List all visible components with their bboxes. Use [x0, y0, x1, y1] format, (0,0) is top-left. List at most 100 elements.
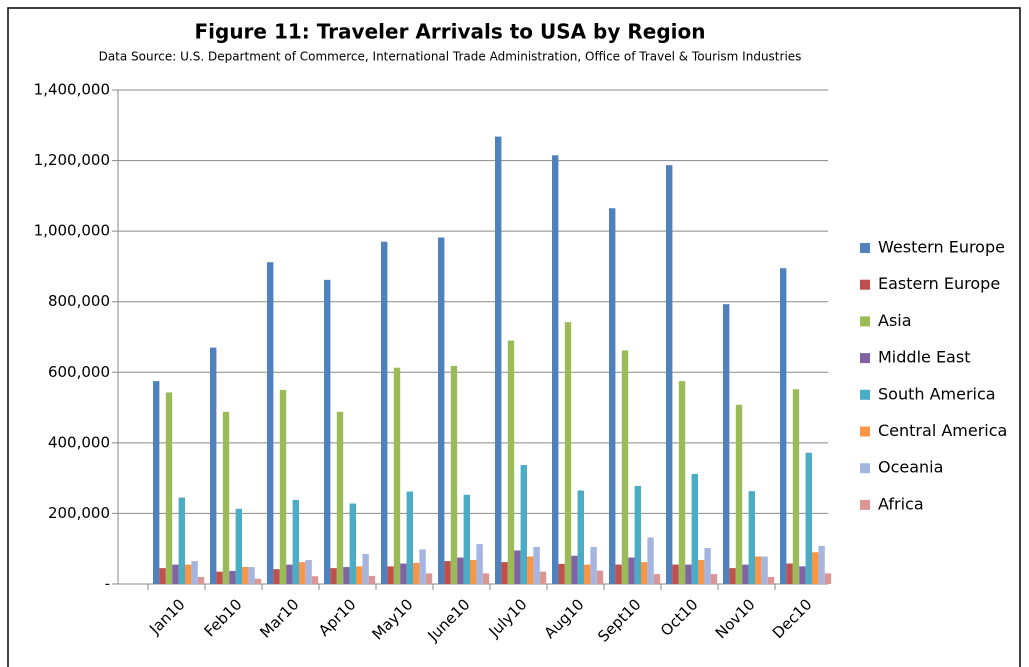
bar — [393, 367, 401, 584]
bar — [539, 571, 547, 584]
bar — [641, 562, 648, 584]
legend-swatch — [860, 316, 870, 327]
bar — [812, 552, 819, 584]
legend-swatch — [860, 426, 870, 437]
bar — [628, 557, 635, 584]
x-tick-label: Nov10 — [712, 595, 759, 642]
bar — [457, 557, 464, 584]
x-tick-label: May10 — [368, 595, 416, 643]
bar — [558, 563, 565, 584]
legend-swatch — [860, 353, 870, 364]
bar — [476, 544, 483, 584]
x-tick-label: Aug10 — [541, 595, 588, 642]
x-tick-label: Oct10 — [657, 595, 702, 640]
chart-border — [7, 7, 1021, 667]
bar — [678, 381, 686, 584]
bar — [621, 350, 629, 584]
bar — [596, 570, 604, 584]
bar — [153, 381, 160, 584]
bar — [691, 473, 698, 584]
bar — [672, 564, 679, 584]
x-tick-label: Apr10 — [315, 595, 360, 640]
x-tick-label: June10 — [424, 595, 474, 645]
bar — [501, 562, 508, 584]
bar — [818, 545, 825, 584]
bar — [780, 268, 787, 584]
bar — [609, 208, 616, 584]
legend-label: Africa — [878, 494, 924, 513]
bar — [704, 548, 711, 584]
bar — [710, 574, 718, 584]
y-tick-label: 1,400,000 — [34, 81, 110, 99]
legend-label: Central America — [878, 421, 1007, 440]
bar — [742, 564, 749, 584]
bar — [216, 571, 223, 584]
bar — [349, 503, 356, 584]
bar — [381, 241, 388, 584]
bar — [482, 573, 490, 584]
legend-label: Oceania — [878, 458, 943, 477]
bar — [324, 279, 331, 584]
bar — [242, 567, 249, 584]
bar — [450, 365, 458, 584]
y-tick-label: 200,000 — [48, 504, 110, 522]
bar — [748, 491, 755, 584]
bar — [564, 322, 572, 584]
bar — [406, 491, 413, 584]
bar — [336, 411, 344, 584]
bar — [698, 560, 705, 584]
chart-title: Figure 11: Traveler Arrivals to USA by R… — [194, 20, 705, 44]
bar — [425, 573, 433, 584]
bar — [729, 568, 736, 584]
bar — [222, 411, 230, 584]
bar — [571, 555, 578, 584]
bar — [279, 389, 287, 584]
bar — [615, 564, 622, 584]
bar — [634, 485, 641, 584]
bar — [723, 304, 730, 584]
bar — [311, 576, 319, 584]
bar — [438, 237, 445, 584]
bar — [552, 155, 559, 584]
bar — [755, 556, 762, 584]
y-tick-label: - — [105, 575, 110, 593]
bar — [590, 546, 597, 584]
bar — [254, 578, 262, 584]
bar — [159, 568, 166, 584]
bar — [792, 389, 800, 584]
bar — [267, 262, 274, 584]
bar — [248, 567, 255, 584]
x-tick-label: Mar10 — [256, 595, 302, 641]
legend-swatch — [860, 463, 870, 474]
x-tick-label: Dec10 — [769, 595, 816, 642]
y-tick-label: 1,200,000 — [34, 151, 110, 169]
bar — [235, 508, 242, 584]
bar — [343, 567, 350, 584]
y-tick-label: 400,000 — [48, 433, 110, 451]
bar — [470, 560, 477, 584]
bar — [229, 570, 236, 584]
bar — [653, 574, 661, 584]
bar — [824, 573, 832, 584]
bar — [761, 556, 768, 584]
bar — [362, 554, 369, 584]
legend-label: South America — [878, 384, 996, 403]
bar — [210, 347, 217, 584]
bar — [685, 564, 692, 584]
legend-label: Middle East — [878, 348, 970, 367]
bar — [520, 465, 527, 584]
bar — [444, 561, 451, 584]
bar — [299, 562, 306, 584]
legend-label: Western Europe — [878, 238, 1005, 257]
x-tick-label: July10 — [485, 595, 531, 641]
bar — [767, 576, 775, 584]
legend-label: Eastern Europe — [878, 274, 1000, 293]
bar — [292, 500, 299, 584]
bar — [191, 561, 198, 584]
x-tick-label: Sept10 — [594, 595, 644, 645]
legend-swatch — [860, 279, 870, 290]
bar — [735, 404, 743, 584]
bar — [368, 575, 376, 584]
